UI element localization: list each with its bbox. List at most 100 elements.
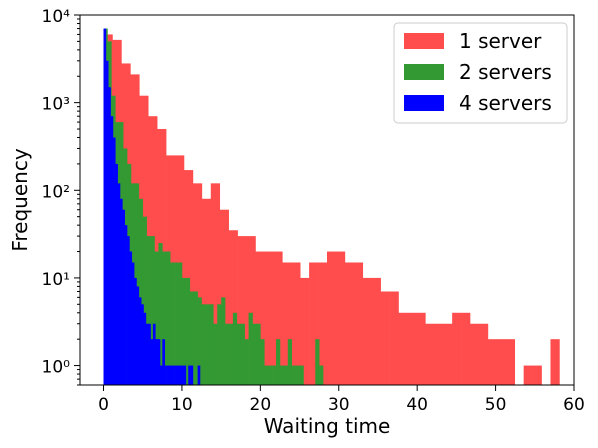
histogram-bar [344,262,355,385]
histogram-bar [162,339,165,385]
histogram-bar [252,323,257,385]
y-axis-ticks: 10⁰ 10¹ 10² 10³ 10⁴ [42,7,80,386]
histogram-bar [178,365,182,385]
histogram-bar [131,262,135,385]
x-tick-label: 60 [563,395,585,415]
histogram-bar [335,251,346,385]
histogram-bar [178,262,183,385]
histogram-bar [155,339,158,385]
x-tick-label: 50 [485,395,507,415]
y-tick-label: 10² [42,182,70,202]
histogram-bar [318,262,328,385]
histogram-bar [159,365,163,385]
histogram-bar [183,365,187,385]
histogram-bar [236,323,242,385]
histogram-bar [108,87,111,386]
histogram-bar [523,365,533,385]
y-tick-label: 10⁴ [42,7,71,27]
histogram-bar [461,312,471,385]
histogram-bar [246,236,256,385]
histogram-bar [295,365,300,385]
histogram-bar [452,312,462,385]
histogram-bar [434,323,444,385]
histogram-bar [176,365,180,385]
histogram-bar [164,365,168,385]
histogram-bar [201,304,206,385]
histogram-bar [228,323,234,385]
histogram-bar [300,277,310,385]
histogram-bar [205,304,210,385]
histogram-bar [327,251,337,385]
histogram-bar [353,262,364,385]
histogram-bar [170,262,175,385]
histogram-bar [189,291,194,385]
histogram-bar [183,170,194,385]
histogram-bar [532,365,542,385]
histogram-bar [138,297,142,385]
histogram-bar [197,297,202,385]
histogram-bar [122,209,125,385]
histogram-bar [256,323,261,385]
histogram-bar [141,304,144,385]
series-3 [103,28,201,386]
y-tick-label: 10⁰ [42,358,71,378]
histogram-bar [309,262,319,385]
histogram-bar [210,183,221,385]
histogram-bar [416,312,426,385]
legend-label: 1 server [459,29,542,53]
histogram-bar [119,198,123,385]
histogram-bar [213,323,218,385]
histogram-bar [152,323,156,385]
histogram-bar [162,251,167,385]
histogram-bar [167,365,170,385]
histogram-bar [117,183,121,385]
x-tick-label: 40 [406,395,428,415]
histogram-bar [228,230,238,385]
histogram-bar [145,323,149,385]
histogram-bar [188,365,191,385]
histogram-bar [244,339,249,385]
histogram-bar [148,323,151,385]
legend-label: 2 servers [459,60,552,84]
histogram-bar [190,365,194,385]
histogram-bar [105,60,109,385]
histogram-bar [276,339,281,385]
histogram-bar [209,304,214,385]
histogram-bar [193,291,198,385]
histogram-bar [237,236,247,385]
histogram-bar [260,339,265,385]
histogram-bar [124,225,128,385]
legend-label: 4 servers [459,91,552,115]
histogram-bar [470,323,480,385]
histogram-bar [487,339,498,385]
histogram-bar [272,365,277,385]
histogram-bar [550,339,560,385]
histogram-bar [171,365,175,385]
x-tick-label: 0 [98,395,109,415]
histogram-bar [380,291,390,385]
y-axis-label: Frequency [8,148,32,251]
histogram-bar [240,323,245,385]
x-tick-label: 30 [328,395,350,415]
histogram-bar [362,277,372,385]
histogram-bar [103,28,107,386]
histogram-bar [299,365,304,385]
histogram-bar [185,277,191,385]
histogram-bar [264,251,274,385]
plot-frame [79,14,575,386]
histogram-bar [287,339,293,385]
histogram-bar [291,262,301,385]
x-axis-ticks: 0 10 20 30 40 50 60 [98,385,585,415]
histogram-bar [143,312,147,385]
histogram-bar [315,339,320,385]
histogram-bar [138,198,144,385]
histogram-bar [166,251,171,385]
y-tick-label: 10³ [42,95,70,115]
histogram-bar [273,251,283,385]
histogram-bar [169,365,173,385]
histogram-bar [201,198,212,385]
histogram-bar [282,262,292,385]
legend-swatch [404,95,444,111]
histogram-bar [398,312,408,385]
